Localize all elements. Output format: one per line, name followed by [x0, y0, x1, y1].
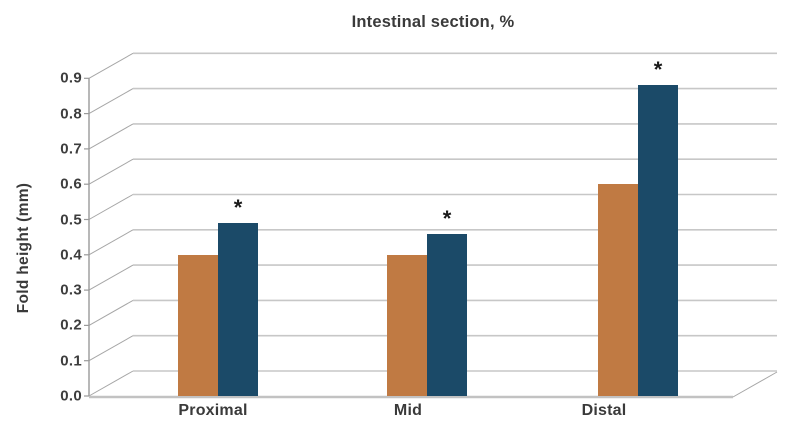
y-tick-label: 0.2	[60, 316, 82, 334]
significance-asterisk-proximal: *	[233, 195, 243, 221]
y-tick-label: 0.1	[60, 352, 82, 370]
gridline-diagonal	[88, 370, 134, 397]
gridline-diagonal	[88, 335, 134, 362]
gridline-diagonal	[88, 229, 134, 256]
y-tick-label: 0.9	[60, 69, 82, 87]
gridline-diagonal	[88, 194, 134, 220]
bar-distal-blue-series	[638, 85, 678, 396]
y-tick-label: 0.6	[60, 175, 82, 193]
gridline-diagonal	[88, 123, 134, 150]
significance-asterisk-mid: *	[442, 205, 452, 231]
y-tick-label: 0.3	[60, 281, 82, 299]
bar-proximal-orange-series	[178, 254, 218, 396]
bar-proximal-blue-series	[218, 223, 258, 396]
y-tick-label: 0.4	[60, 246, 82, 264]
x-category-label-distal: Distal	[581, 402, 627, 419]
gridline-diagonal	[88, 264, 134, 291]
x-category-label-mid: Mid	[393, 402, 423, 419]
bar-distal-orange-series	[598, 184, 638, 396]
bar-mid-blue-series	[427, 233, 467, 396]
gridline-diagonal	[88, 299, 134, 326]
y-tick-label: 0.8	[60, 105, 82, 123]
bar-mid-orange-series	[387, 254, 427, 396]
gridline-diagonal	[88, 88, 134, 115]
gridline-diagonal	[88, 52, 134, 79]
y-tick-label: 0.7	[60, 140, 82, 158]
chart-title: Intestinal section, %	[351, 13, 515, 31]
significance-asterisk-distal: *	[653, 57, 663, 83]
y-tick-label: 0.5	[60, 211, 82, 228]
gridline-diagonal	[88, 158, 134, 185]
floor-right-diagonal	[732, 371, 778, 398]
y-tick-label: 0.0	[60, 387, 82, 405]
x-category-label-proximal: Proximal	[178, 402, 248, 419]
